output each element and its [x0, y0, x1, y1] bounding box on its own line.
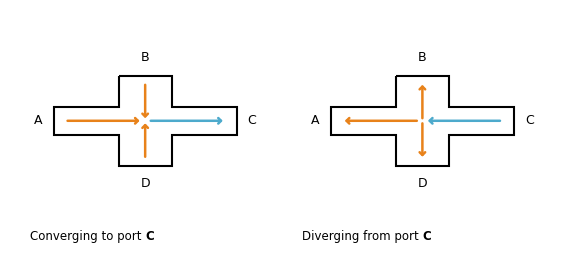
Text: D: D [417, 177, 427, 190]
Text: A: A [34, 114, 43, 127]
Text: C: C [248, 114, 256, 127]
Text: C: C [145, 230, 154, 243]
Text: Diverging from port: Diverging from port [302, 230, 422, 243]
Text: D: D [140, 177, 150, 190]
Text: C: C [525, 114, 534, 127]
Text: C: C [422, 230, 431, 243]
Text: A: A [311, 114, 320, 127]
Text: B: B [418, 51, 427, 64]
Text: Converging to port: Converging to port [30, 230, 145, 243]
Text: B: B [141, 51, 149, 64]
